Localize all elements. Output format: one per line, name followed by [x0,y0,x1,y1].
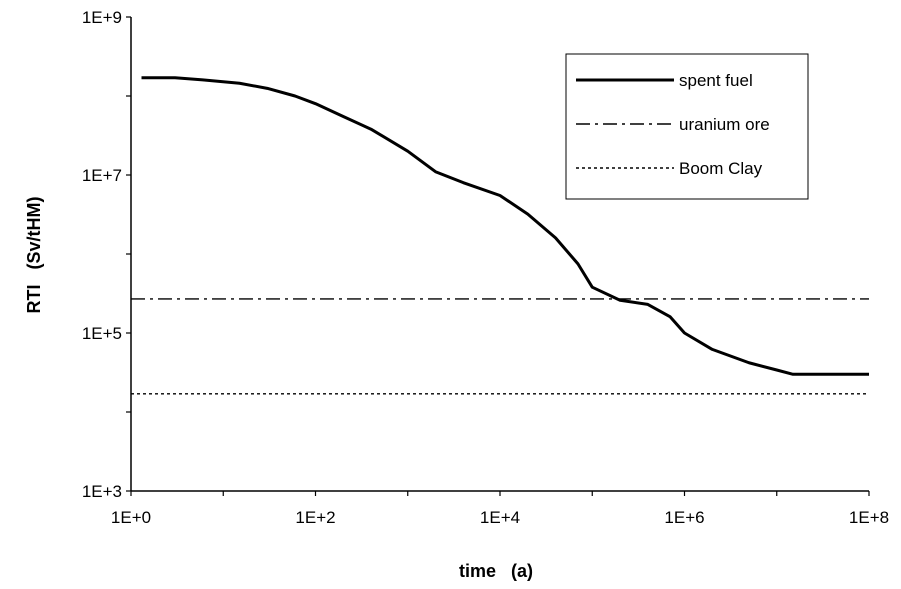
y-tick-label: 1E+9 [82,8,122,27]
legend-label: Boom Clay [679,159,763,178]
y-axis-title: RTI (Sv/tHM) [24,197,44,314]
axes-layer: 1E+3 1E+5 1E+7 1E+9 1E+0 1E+2 1E+4 1E+6 1E+8 [82,8,889,527]
x-tick-label: 1E+0 [111,508,151,527]
y-tick-label: 1E+5 [82,324,122,343]
y-tick-label: 1E+3 [82,482,122,501]
series-layer [131,76,869,395]
x-tick-label: 1E+8 [849,508,889,527]
x-axis-title: time (a) [459,561,533,581]
legend-label: uranium ore [679,115,770,134]
legend-box [565,53,809,200]
x-tick-label: 1E+2 [295,508,335,527]
x-tick-label: 1E+6 [664,508,704,527]
y-tick-label: 1E+7 [82,166,122,185]
x-tick-label: 1E+4 [480,508,520,527]
series-line-spent-fuel [141,76,869,376]
legend-label: spent fuel [679,71,753,90]
legend: spent fuel uranium ore Boom Clay [565,53,809,200]
